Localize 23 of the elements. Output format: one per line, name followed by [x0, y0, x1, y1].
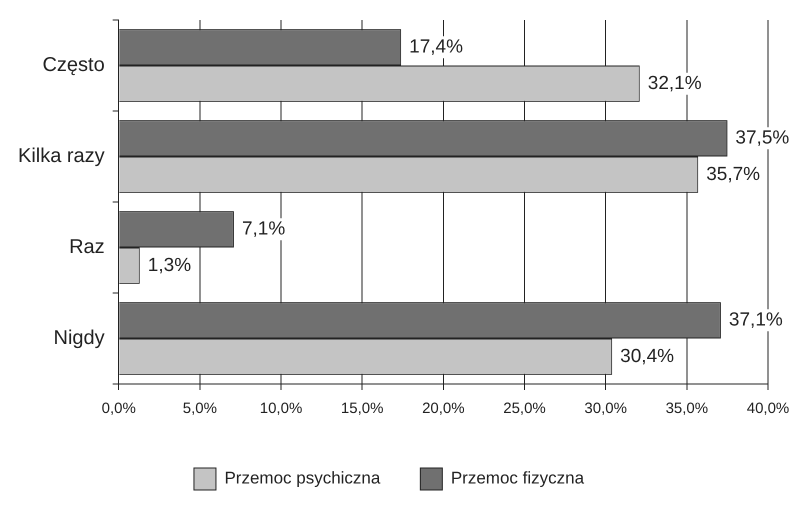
legend-label: Przemoc psychiczna	[224, 468, 381, 488]
y-tick-label: Nigdy	[54, 327, 105, 350]
x-tick-label: 35,0%	[666, 400, 708, 418]
data-label: 30,4%	[620, 346, 674, 367]
y-tick-label: Raz	[69, 236, 105, 258]
x-tick-label: 20,0%	[422, 400, 465, 418]
data-label: 1,3%	[148, 254, 192, 276]
data-label: 7,1%	[242, 218, 286, 240]
legend-label: Przemoc fizyczna	[450, 468, 585, 488]
x-tick-label: 5,0%	[182, 400, 217, 418]
x-tick-label: 30,0%	[584, 400, 627, 418]
data-label: 37,5%	[735, 128, 790, 149]
data-label: 32,1%	[648, 72, 702, 94]
y-tick-label: Często	[42, 54, 105, 76]
x-tick-label: 40,0%	[746, 400, 790, 418]
x-tick-label: 0,0%	[102, 400, 136, 418]
x-tick-label: 15,0%	[340, 400, 384, 418]
data-label: 17,4%	[409, 36, 464, 58]
data-label: 37,1%	[728, 310, 783, 331]
x-tick-label: 10,0%	[260, 400, 302, 418]
x-tick-label: 25,0%	[503, 400, 546, 418]
y-tick-label: Kilka razy	[18, 145, 105, 168]
data-label: 35,7%	[706, 164, 760, 185]
